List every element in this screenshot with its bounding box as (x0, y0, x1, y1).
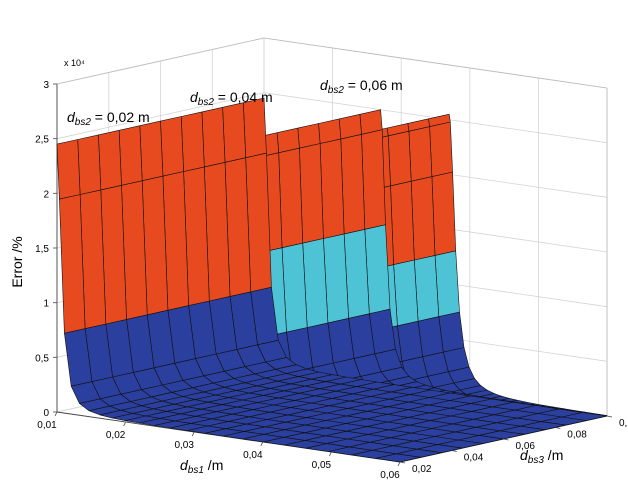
y-tick-label: 0,08 (567, 430, 587, 441)
surface-patch (222, 102, 246, 163)
surface-patch (410, 176, 436, 261)
series-2-var: d (190, 89, 199, 105)
z-tick-label: 1 (43, 299, 49, 310)
series-1-sub: bs2 (75, 117, 92, 128)
surface-0_02 (56, 97, 608, 463)
x-axis-var: d (180, 457, 189, 473)
y-tick-mark (606, 415, 613, 418)
x-axis-unit: /m (204, 457, 223, 473)
y-axis-label: dbs3 /m (520, 447, 563, 466)
surface-patch (243, 97, 267, 158)
x-tick-mark (397, 461, 401, 467)
surface-patch (118, 125, 143, 186)
surface-patch (201, 107, 226, 168)
x-tick-label: 0,01 (37, 420, 57, 431)
y-axis-unit: /m (544, 447, 563, 463)
y-tick-label: 0,06 (516, 441, 536, 452)
y-axis-sub: bs3 (528, 455, 545, 466)
x-tick-mark (123, 421, 126, 427)
surface-patch (276, 127, 300, 153)
series-2-value: = 0,04 m (214, 89, 273, 105)
x-tick-mark (260, 441, 264, 447)
x-tick-label: 0,03 (174, 440, 194, 451)
surface-patch (361, 129, 386, 230)
surface-patch (359, 109, 383, 135)
left-wall-grid-z (56, 92, 265, 140)
z-tick-label: 0,5 (35, 353, 49, 364)
surface-patch (98, 130, 122, 191)
surface-patch (393, 259, 419, 327)
x-tick-mark (54, 411, 58, 417)
series-3-value: = 0,06 m (344, 77, 403, 93)
y-tick-mark (555, 427, 561, 429)
x-tick-label: 0,02 (106, 430, 126, 441)
series-label-2: dbs2 = 0,04 m (190, 89, 273, 108)
z-tick-label: 3 (43, 80, 49, 91)
series-label-3: dbs2 = 0,06 m (320, 77, 403, 96)
surfaces (56, 97, 608, 463)
y-tick-mark (503, 438, 509, 441)
box-top-edge (263, 37, 608, 89)
surface-patch (413, 255, 440, 322)
surface-patch (429, 121, 453, 177)
x-axis-sub: bs1 (188, 465, 204, 476)
z-tick-label: 2 (43, 189, 49, 200)
y-tick-mark (451, 450, 457, 452)
surface-patch (278, 147, 304, 248)
x-tick-label: 0,05 (312, 460, 332, 471)
z-multiplier: x 10⁴ (64, 58, 85, 68)
surface-patch (408, 126, 433, 182)
series-1-var: d (67, 109, 76, 125)
y-axis-var: d (520, 447, 529, 463)
y-tick-label: 0,1 (619, 418, 628, 429)
y-tick-label: 0,04 (464, 453, 484, 464)
series-3-var: d (320, 77, 329, 93)
x-tick-label: 0,04 (243, 450, 263, 461)
x-tick-mark (329, 451, 332, 457)
surface-patch (319, 138, 345, 239)
surface-patch (56, 139, 81, 200)
series-3-sub: bs2 (328, 85, 345, 96)
y-tick-mark (399, 461, 406, 464)
surface-patch (180, 111, 205, 172)
surface-patch (387, 130, 412, 187)
z-axis-label: Error /% (9, 236, 25, 287)
x-tick-mark (191, 431, 195, 437)
surface-patch (139, 120, 164, 181)
surface-patch (299, 143, 324, 244)
z-tick-label: 1,5 (35, 244, 49, 255)
tick-labels: 0,01 0,02 0,03 0,04 0,05 0,06 0,02 0,04 0,06 0,08… (35, 80, 628, 481)
y-tick-label: 0,02 (412, 464, 432, 475)
z-tick-label: 2,5 (35, 135, 49, 146)
series-1-value: = 0,02 m (91, 109, 150, 125)
surface-patch (160, 116, 184, 177)
surface-patch (318, 118, 342, 144)
surface-patch (431, 171, 457, 256)
x-tick-label: 0,06 (380, 470, 400, 481)
box-top-left-edge (56, 37, 265, 85)
surface-patch (338, 114, 362, 140)
surface-patch (390, 180, 415, 265)
surface-patch (77, 134, 102, 195)
series-label-1: dbs2 = 0,02 m (67, 109, 150, 128)
surface-patch (434, 250, 460, 317)
series-2-sub: bs2 (198, 97, 215, 108)
x-axis-label: dbs1 /m (180, 457, 223, 476)
z-tick-label: 0 (43, 408, 49, 419)
surface-patch (297, 123, 321, 149)
surface-patch (340, 134, 366, 235)
